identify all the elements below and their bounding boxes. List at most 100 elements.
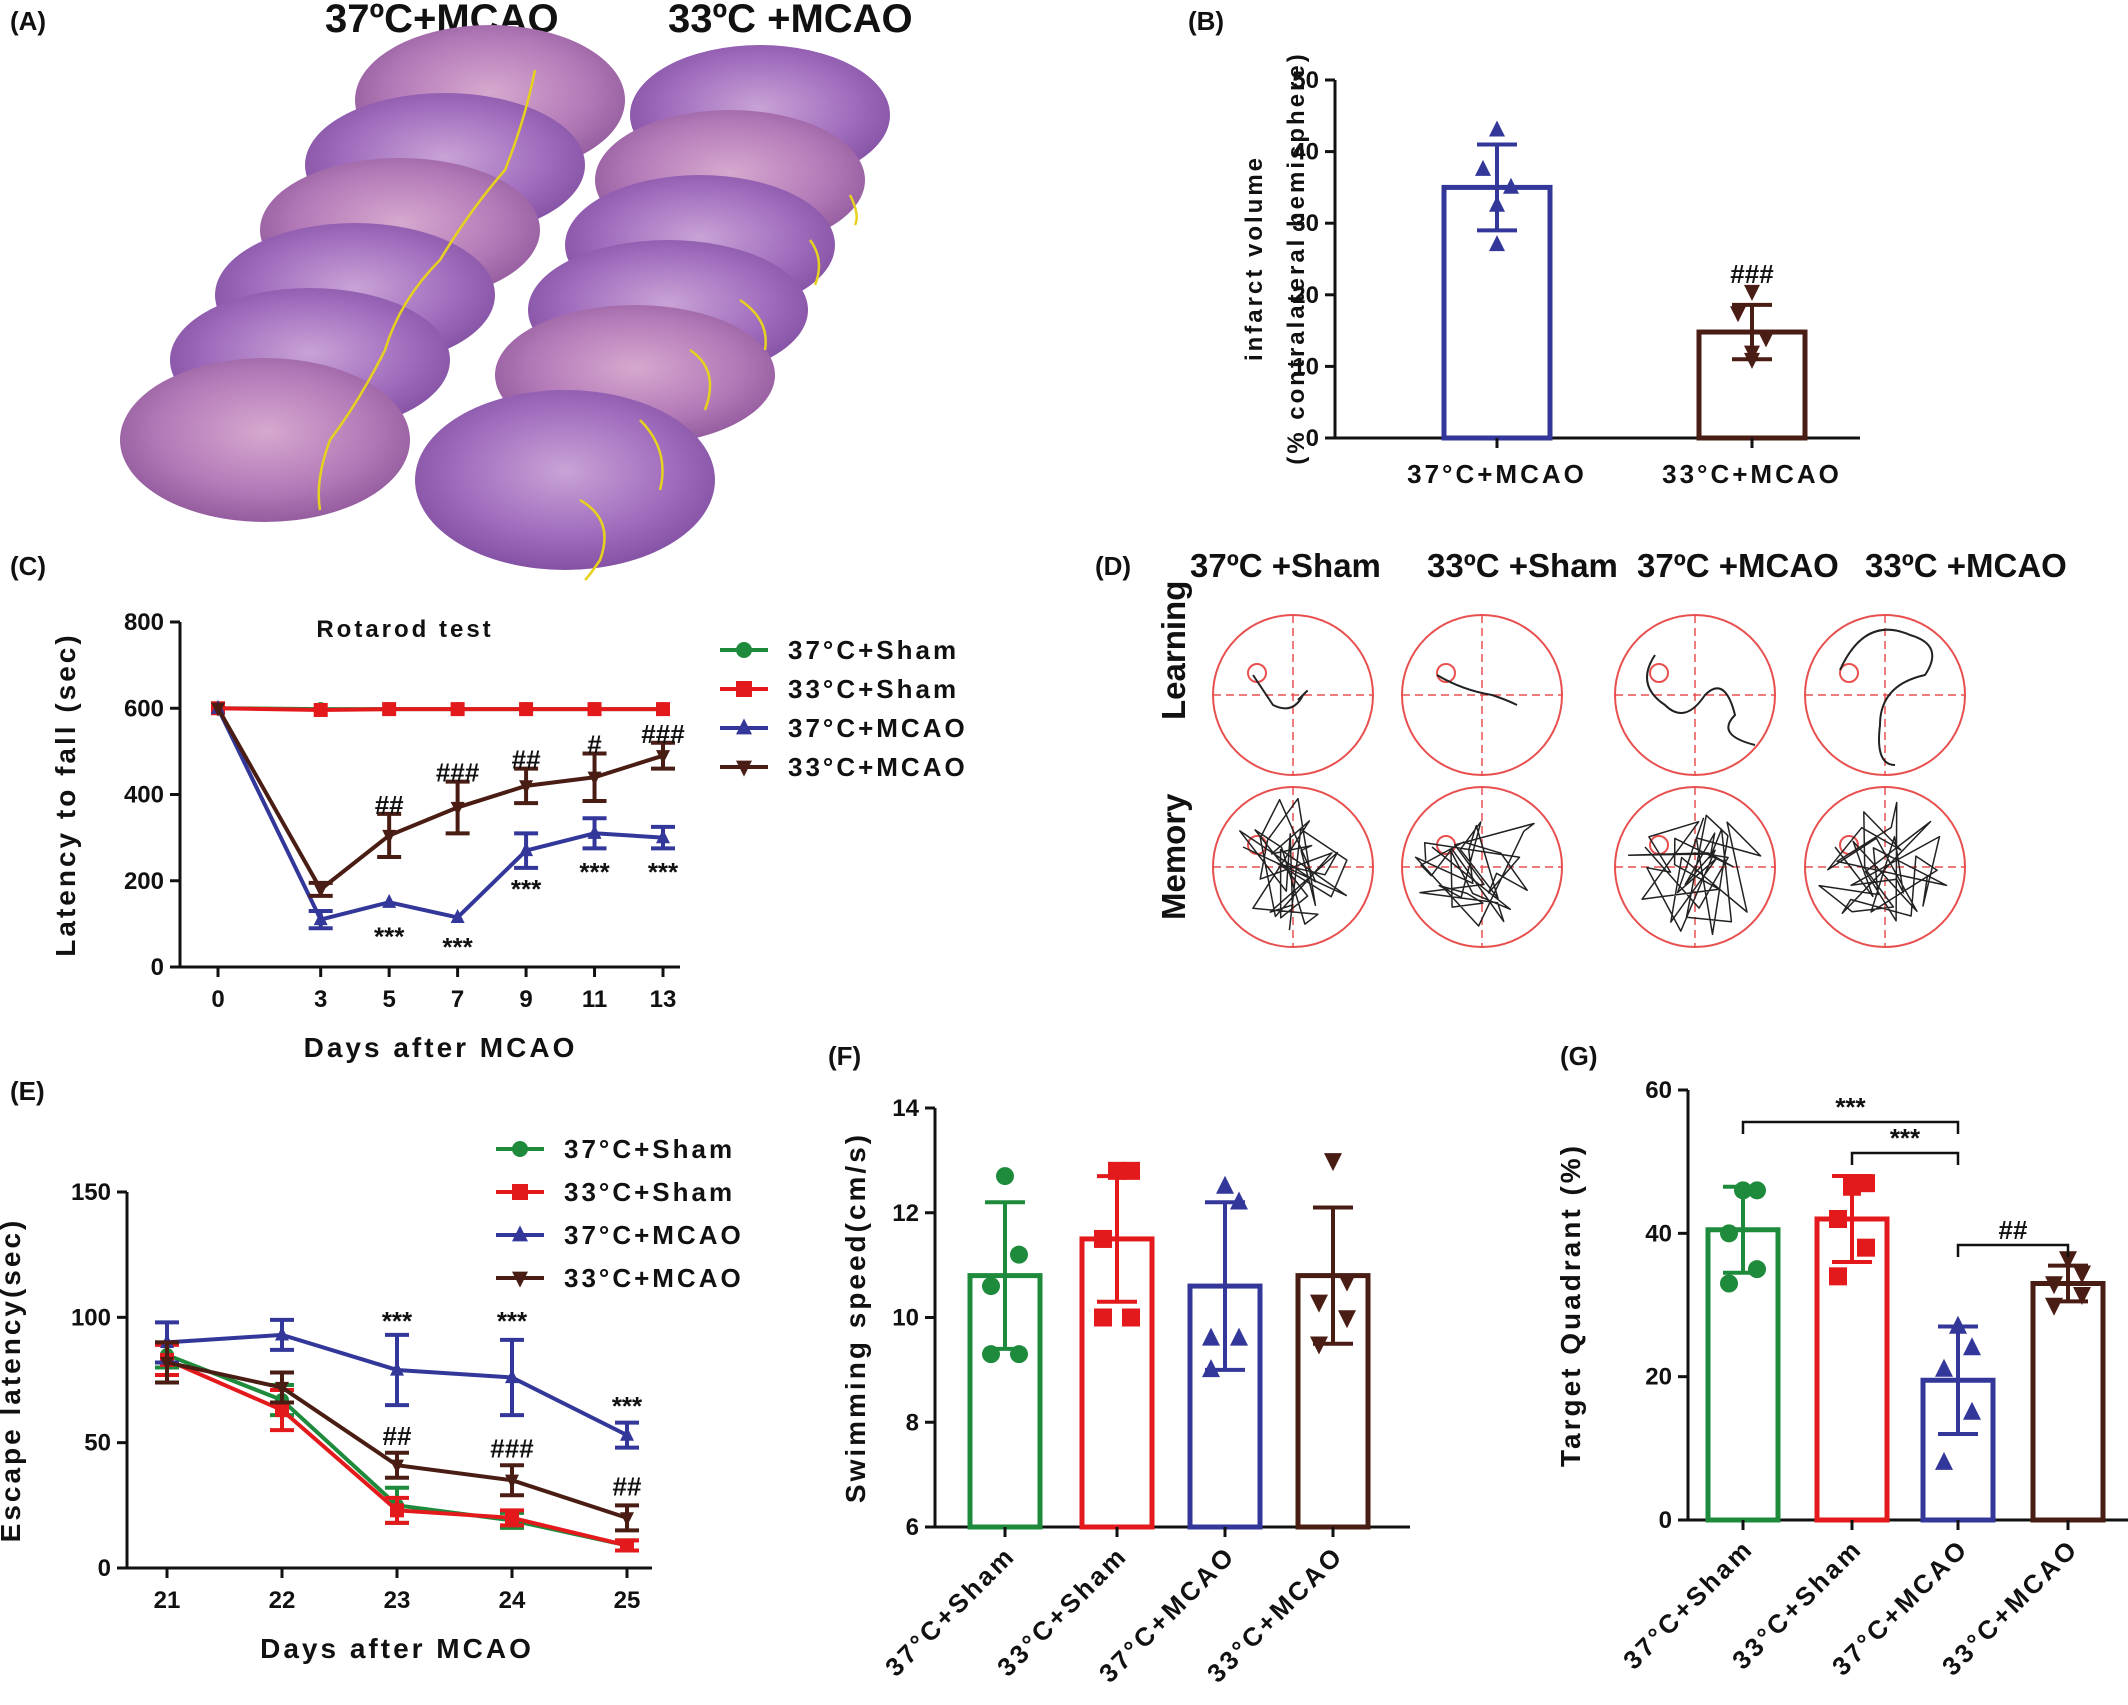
data-point bbox=[1122, 1161, 1140, 1180]
y-tick-label: 30 bbox=[1292, 210, 1319, 237]
swim-path bbox=[1646, 654, 1756, 746]
data-point bbox=[382, 702, 397, 717]
legend-label: 37°C+MCAO bbox=[788, 713, 968, 743]
data-point bbox=[620, 1512, 634, 1527]
significance-label: *** bbox=[579, 857, 610, 887]
panel-d-title-33c-sham: 33ºC +Sham bbox=[1427, 547, 1618, 584]
swim-path bbox=[1839, 628, 1934, 766]
data-point bbox=[2073, 1265, 2091, 1284]
y-tick-label: 60 bbox=[1645, 1077, 1672, 1104]
y-tick-label: 800 bbox=[124, 609, 164, 636]
data-point bbox=[620, 1426, 634, 1441]
x-axis-label: Days after MCAO bbox=[304, 1032, 578, 1063]
significance-label: *** bbox=[374, 921, 405, 951]
data-point bbox=[1338, 1273, 1356, 1292]
significance-label: *** bbox=[511, 874, 542, 904]
y-tick-label: 0 bbox=[98, 1555, 111, 1582]
data-point bbox=[450, 909, 465, 924]
legend-label: 33°C+Sham bbox=[788, 674, 959, 704]
data-point bbox=[390, 1361, 404, 1376]
x-tick-label: 5 bbox=[382, 986, 395, 1013]
significance-label: *** bbox=[612, 1391, 643, 1421]
data-point bbox=[505, 1510, 519, 1525]
significance-label: ### bbox=[490, 1434, 534, 1464]
panel-g: (G) 020406037°C+Sham33°C+Sham37°C+MCAO33… bbox=[1555, 1041, 2128, 1681]
data-point bbox=[587, 824, 602, 839]
y-tick-label: 20 bbox=[1292, 282, 1319, 309]
data-point bbox=[1202, 1327, 1220, 1346]
data-point bbox=[390, 1503, 404, 1518]
brain-sections-37c bbox=[120, 25, 625, 522]
data-point bbox=[1935, 1451, 1953, 1470]
panel-d-row-memory: Memory bbox=[1155, 793, 1192, 920]
data-point bbox=[587, 702, 602, 717]
significance-label: *** bbox=[1835, 1092, 1866, 1122]
data-point bbox=[160, 1356, 174, 1371]
panel-g-label: (G) bbox=[1560, 1041, 1598, 1071]
swim-path bbox=[1239, 797, 1348, 931]
significance-label: ## bbox=[375, 790, 404, 820]
data-point bbox=[656, 750, 670, 765]
swim-path bbox=[1627, 814, 1762, 936]
y-tick-label: 600 bbox=[124, 695, 164, 722]
panel-f: (F) 6810121437°C+Sham33°C+Sham37°C+MCAO3… bbox=[828, 1041, 1410, 1688]
y-tick-label: 40 bbox=[1292, 139, 1319, 166]
panel-c-label: (C) bbox=[10, 551, 46, 581]
data-point bbox=[1857, 1238, 1875, 1257]
data-point bbox=[450, 702, 465, 717]
data-point bbox=[1857, 1174, 1875, 1193]
significance-label: ## bbox=[613, 1471, 642, 1501]
x-tick-label: 23 bbox=[384, 1587, 411, 1614]
data-point bbox=[313, 883, 328, 898]
legend-marker bbox=[512, 1141, 528, 1157]
x-category-label: 33°C+MCAO bbox=[1662, 459, 1842, 489]
data-point bbox=[982, 1277, 1000, 1296]
maze-learning-trial bbox=[1401, 614, 1563, 776]
panel-a-label: (A) bbox=[10, 6, 46, 36]
data-point bbox=[1758, 331, 1774, 348]
data-point bbox=[519, 842, 534, 857]
data-point bbox=[996, 1167, 1014, 1186]
legend-label: 33°C+MCAO bbox=[564, 1263, 744, 1293]
x-tick-label: 25 bbox=[614, 1587, 641, 1614]
data-point bbox=[275, 1326, 289, 1341]
panel-a: (A) 37ºC+MCAO 33ºC +MCAO bbox=[10, 0, 913, 581]
significance-label: *** bbox=[1890, 1123, 1921, 1153]
brain-section bbox=[120, 358, 410, 522]
x-tick-label: 13 bbox=[650, 986, 677, 1013]
legend-marker bbox=[512, 1225, 528, 1242]
y-tick-label: 0 bbox=[1306, 425, 1319, 452]
brain-section bbox=[415, 390, 715, 570]
data-point bbox=[1734, 1181, 1752, 1200]
data-point bbox=[1949, 1315, 1967, 1334]
data-point bbox=[2045, 1276, 2063, 1295]
data-point bbox=[1338, 1310, 1356, 1329]
panel-d-label: (D) bbox=[1095, 551, 1131, 581]
panel-d-row-learning: Learning bbox=[1155, 581, 1192, 720]
panel-b: (B) 0 10 20 30 40 50 37°C+MCAO 33°C+MCAO ### infa… bbox=[1188, 6, 1860, 489]
significance-label: ### bbox=[1730, 259, 1774, 289]
data-point bbox=[1230, 1327, 1248, 1346]
significance-bracket bbox=[1956, 1243, 2070, 1257]
y-tick-label: 6 bbox=[906, 1514, 919, 1541]
significance-label: *** bbox=[382, 1306, 413, 1336]
data-point bbox=[1010, 1245, 1028, 1264]
maze-learning-trial bbox=[1212, 614, 1374, 776]
swim-path bbox=[1414, 821, 1535, 927]
panel-d-title-37c-sham: 37ºC +Sham bbox=[1190, 547, 1381, 584]
data-point bbox=[1230, 1191, 1248, 1210]
data-point bbox=[2073, 1287, 2091, 1306]
y-axis-label: infarct volume bbox=[1241, 155, 1268, 361]
data-point bbox=[275, 1403, 289, 1418]
significance-label: *** bbox=[648, 857, 679, 887]
maze-memory-trial bbox=[1614, 786, 1776, 948]
data-point bbox=[982, 1345, 1000, 1364]
y-tick-label: 14 bbox=[892, 1095, 919, 1122]
platform-location bbox=[1649, 663, 1669, 683]
data-point bbox=[1489, 195, 1505, 212]
panel-a-title-33c: 33ºC +MCAO bbox=[668, 0, 913, 41]
data-point bbox=[1108, 1161, 1126, 1180]
bar bbox=[2030, 1281, 2106, 1523]
data-point bbox=[275, 1381, 289, 1396]
